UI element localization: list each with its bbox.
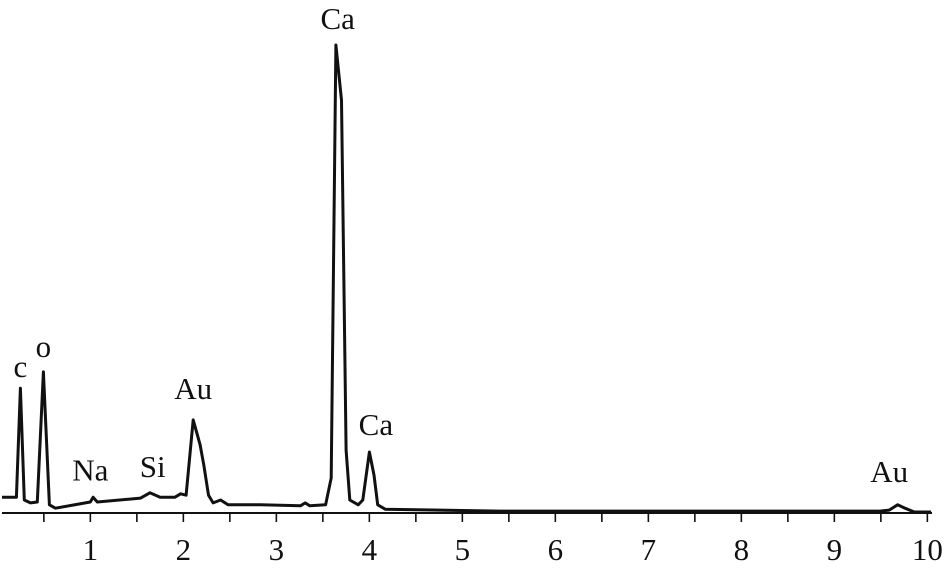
x-tick-label: 10 (912, 532, 943, 567)
peak-label: Si (140, 449, 166, 484)
peak-label: Ca (359, 407, 394, 442)
peak-label: Na (72, 452, 108, 487)
x-tick-label: 8 (734, 532, 750, 567)
x-tick-label: 4 (362, 532, 378, 567)
x-tick-label: 7 (641, 532, 657, 567)
x-tick-label: 5 (455, 532, 471, 567)
x-tick-label: 1 (83, 532, 99, 567)
spectrum-line (2, 43, 932, 514)
peak-label: Ca (321, 1, 356, 36)
peak-label: c (14, 349, 28, 384)
peak-label: o (36, 329, 52, 364)
x-tick-label: 3 (269, 532, 285, 567)
x-tick-label: 9 (827, 532, 843, 567)
x-tick-label: 6 (548, 532, 564, 567)
peak-label: Au (174, 371, 212, 406)
peak-label: Au (870, 454, 908, 489)
x-tick-label: 2 (176, 532, 192, 567)
